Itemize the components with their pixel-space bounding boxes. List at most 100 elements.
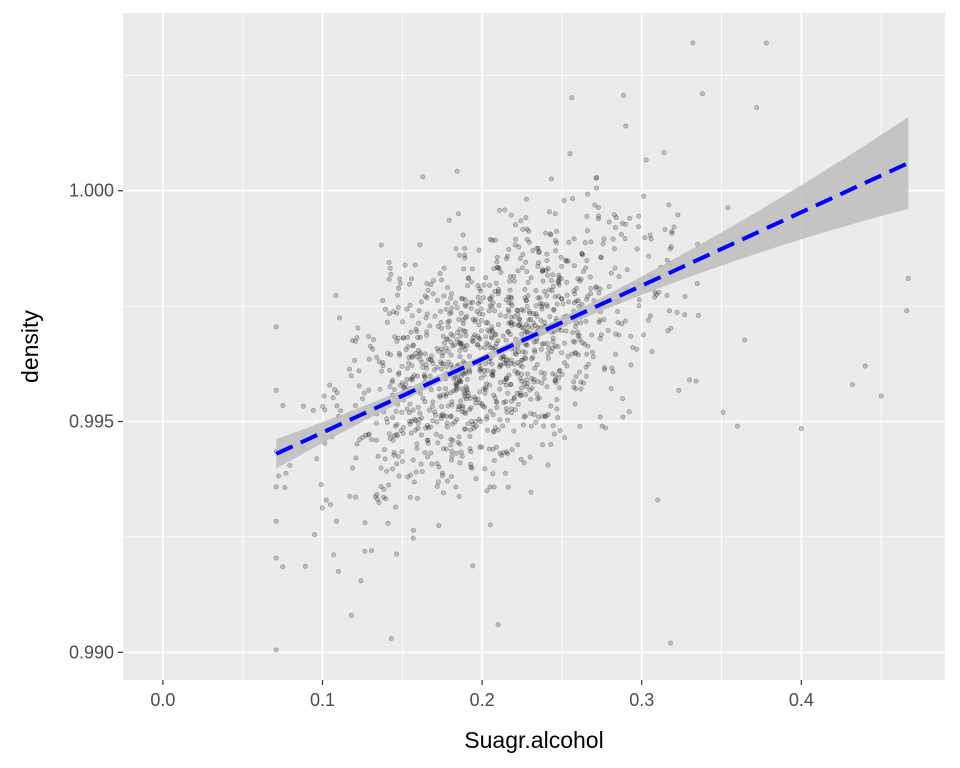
- data-point: [492, 237, 498, 243]
- data-point: [546, 287, 552, 293]
- data-point: [398, 428, 404, 434]
- data-point: [424, 311, 430, 317]
- data-point: [403, 347, 409, 353]
- data-point: [534, 245, 540, 251]
- data-point: [495, 265, 501, 271]
- data-point: [489, 327, 495, 333]
- data-point: [509, 406, 515, 412]
- data-point: [682, 312, 688, 318]
- x-tick-label: 0.4: [789, 690, 814, 710]
- data-point: [478, 345, 484, 351]
- data-point: [465, 390, 471, 396]
- data-point: [492, 395, 498, 401]
- data-point: [530, 354, 536, 360]
- data-point: [414, 445, 420, 451]
- data-point: [541, 341, 547, 347]
- data-point: [448, 413, 454, 419]
- data-point: [538, 370, 544, 376]
- data-point: [376, 359, 382, 365]
- data-point: [374, 496, 380, 502]
- data-point: [506, 300, 512, 306]
- data-point: [504, 449, 510, 455]
- data-point: [520, 422, 526, 428]
- x-axis-title: Suagr.alcohol: [464, 727, 603, 753]
- data-point: [410, 527, 416, 533]
- data-point: [380, 297, 386, 303]
- data-point: [563, 328, 569, 334]
- data-point: [390, 415, 396, 421]
- data-point: [374, 354, 380, 360]
- data-point: [500, 356, 506, 362]
- data-point: [418, 461, 424, 467]
- data-point: [579, 252, 585, 258]
- data-point: [537, 301, 543, 307]
- data-point: [450, 333, 456, 339]
- data-point: [585, 293, 591, 299]
- data-point: [540, 413, 546, 419]
- data-point: [435, 323, 441, 329]
- data-point: [477, 336, 483, 342]
- data-point: [557, 385, 563, 391]
- data-point: [273, 647, 279, 653]
- data-point: [490, 345, 496, 351]
- data-point: [394, 422, 400, 428]
- data-point: [505, 363, 511, 369]
- data-point: [384, 416, 390, 422]
- data-point: [443, 446, 449, 452]
- data-point: [545, 272, 551, 278]
- data-point: [525, 324, 531, 330]
- data-point: [394, 431, 400, 437]
- data-point: [460, 371, 466, 377]
- data-point: [636, 303, 642, 309]
- data-point: [495, 622, 501, 628]
- data-point: [432, 367, 438, 373]
- data-point: [550, 272, 556, 278]
- data-point: [636, 224, 642, 230]
- data-point: [503, 470, 509, 476]
- data-point: [386, 276, 392, 282]
- data-point: [405, 334, 411, 340]
- data-point: [352, 357, 358, 363]
- data-point: [363, 432, 369, 438]
- data-point: [519, 325, 525, 331]
- data-point: [620, 92, 626, 98]
- data-point: [661, 150, 667, 156]
- data-point: [431, 409, 437, 415]
- data-point: [385, 520, 391, 526]
- data-point: [479, 328, 485, 334]
- data-point: [352, 402, 358, 408]
- data-point: [559, 328, 565, 334]
- data-point: [462, 394, 468, 400]
- data-point: [441, 265, 447, 271]
- data-point: [516, 244, 522, 250]
- data-point: [422, 449, 428, 455]
- data-point: [491, 392, 497, 398]
- data-point: [531, 339, 537, 345]
- data-point: [530, 311, 536, 317]
- data-point: [408, 430, 414, 436]
- data-point: [445, 478, 451, 484]
- data-point: [520, 251, 526, 257]
- data-point: [448, 436, 454, 442]
- data-point: [503, 360, 509, 366]
- data-point: [439, 346, 445, 352]
- data-point: [386, 259, 392, 265]
- data-point: [476, 335, 482, 341]
- data-point: [596, 319, 602, 325]
- data-point: [606, 284, 612, 290]
- data-point: [468, 405, 474, 411]
- data-point: [482, 390, 488, 396]
- data-point: [472, 394, 478, 400]
- data-point: [379, 368, 385, 374]
- data-point: [445, 285, 451, 291]
- data-point: [493, 444, 499, 450]
- data-point: [528, 423, 534, 429]
- data-point: [448, 291, 454, 297]
- data-point: [571, 384, 577, 390]
- data-point: [473, 476, 479, 482]
- data-point: [425, 440, 431, 446]
- data-point: [406, 360, 412, 366]
- data-point: [395, 335, 401, 341]
- data-point: [469, 418, 475, 424]
- data-point: [457, 379, 463, 385]
